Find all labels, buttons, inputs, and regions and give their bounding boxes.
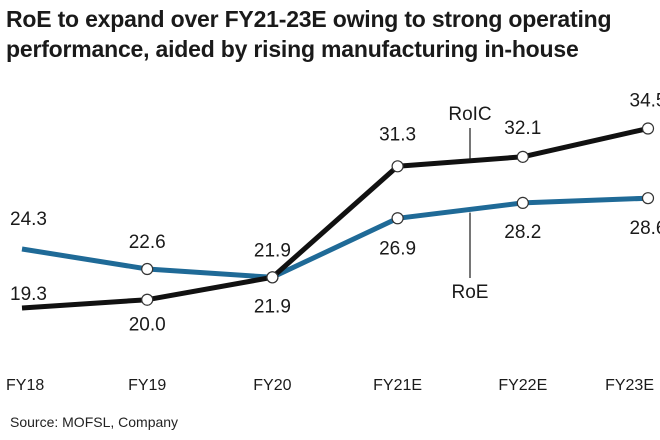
roic-marker-FY23E [641, 122, 655, 135]
x-tick-label-FY23E: FY23E [605, 377, 654, 394]
roe-marker-FY23E [641, 192, 655, 205]
chart-title: RoE to expand over FY21-23E owing to str… [6, 6, 612, 62]
roic-value-label-FY19: 20.0 [129, 315, 166, 336]
roic-value-label-FY18: 19.3 [10, 284, 47, 305]
roic-series-label: RoIC [448, 104, 491, 125]
roic-value-label-FY20: 21.9 [254, 240, 291, 261]
roe-series-label: RoE [452, 282, 489, 303]
series-lines [21, 126, 649, 311]
x-tick-label-FY21E: FY21E [373, 377, 422, 394]
roe-value-label-FY23E: 28.6 [630, 218, 660, 239]
roe-value-label-FY21E: 26.9 [379, 238, 416, 259]
roic-marker-FY19 [141, 293, 154, 306]
roic-value-label-FY21E: 31.3 [379, 124, 416, 145]
data-labels: 19.3 20.0 21.9 31.3 32.1 34.5 24.3 22.6 21.9 26.9… [10, 91, 660, 336]
roic-marker-FY22E [516, 150, 529, 163]
roe-value-label-FY19: 22.6 [129, 232, 166, 253]
roic-line [21, 126, 649, 311]
roe-marker-FY19 [141, 262, 154, 276]
roe-marker-FY21E [391, 212, 404, 225]
roe-value-label-FY18: 24.3 [10, 209, 47, 230]
roe-value-label-FY22E: 28.2 [504, 222, 541, 243]
roic-marker-FY20 [266, 271, 279, 284]
source-note: Source: MOFSL, Company [10, 414, 179, 430]
roe-value-label-FY20: 21.9 [254, 296, 291, 317]
x-tick-label-FY19: FY19 [128, 377, 166, 394]
roe-line [21, 195, 649, 280]
roic-value-label-FY22E: 32.1 [504, 118, 541, 139]
x-tick-label-FY20: FY20 [253, 377, 291, 394]
series-name-labels: RoIC RoE [448, 104, 491, 303]
roic-value-label-FY23E: 34.5 [630, 91, 660, 112]
x-tick-label-FY22E: FY22E [498, 377, 547, 394]
series-markers [141, 122, 655, 306]
roe-marker-FY22E [516, 196, 529, 209]
x-axis: FY18 FY19 FY20 FY21E FY22E FY23E [6, 377, 654, 394]
roic-marker-FY21E [391, 160, 404, 173]
x-tick-label-FY18: FY18 [6, 377, 44, 394]
